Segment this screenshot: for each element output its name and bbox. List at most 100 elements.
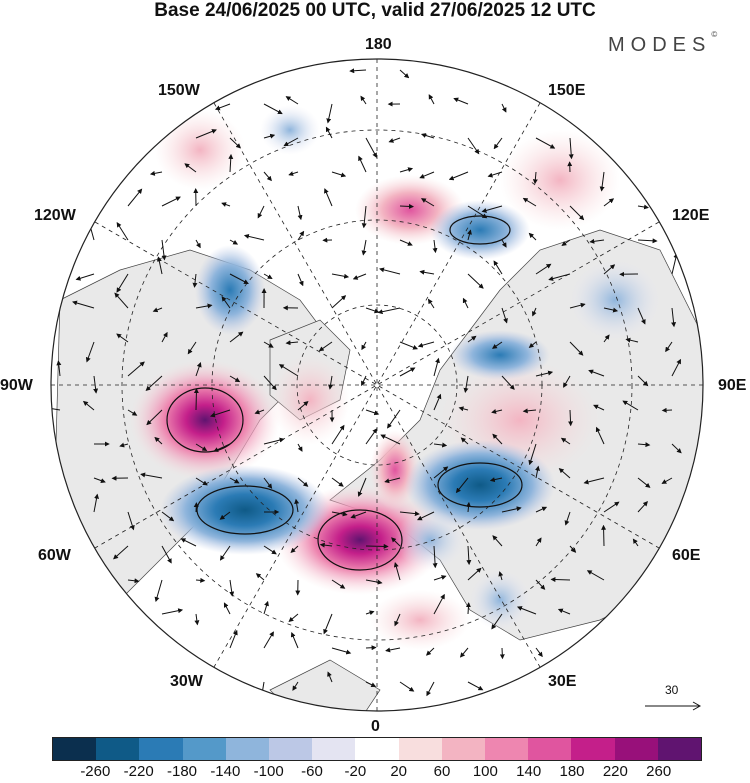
lon-label-30e: 30E — [548, 673, 577, 690]
wind-arrow — [419, 269, 435, 275]
wind-arrow — [433, 575, 447, 581]
wind-arrow — [263, 273, 273, 279]
wind-arrow — [263, 631, 274, 649]
wind-arrow — [433, 357, 440, 377]
wind-arrow — [399, 681, 415, 692]
wind-arrow — [417, 341, 435, 348]
wind-arrow — [180, 538, 197, 547]
reference-vector-label: 30 — [665, 683, 679, 697]
wind-arrow — [331, 424, 345, 445]
lon-label-150e: 150E — [548, 82, 586, 99]
wind-arrow — [331, 171, 347, 178]
wind-arrow — [420, 198, 435, 207]
wind-arrow — [432, 239, 438, 254]
wind-arrow — [493, 260, 503, 275]
wind-arrow — [385, 647, 401, 653]
wind-arrow — [459, 647, 469, 658]
colorbar-bin — [571, 738, 615, 760]
wind-arrow — [433, 466, 449, 479]
lon-label-120w: 120W — [34, 207, 76, 224]
wind-arrow — [193, 388, 199, 411]
wind-arrow — [501, 375, 515, 390]
colorbar-tick-label: -180 — [166, 763, 198, 780]
wind-arrow — [93, 375, 99, 394]
wind-arrow — [491, 341, 503, 349]
wind-arrow — [568, 409, 574, 427]
reference-arrow-icon — [645, 701, 702, 711]
wind-arrow — [399, 239, 413, 246]
wind-arrow — [140, 472, 163, 479]
colorbar-bin — [225, 738, 270, 760]
wind-arrow — [113, 545, 129, 560]
wind-arrow — [463, 375, 469, 393]
wind-arrow — [326, 103, 333, 124]
wind-arrow — [361, 375, 367, 387]
wind-arrow — [394, 613, 401, 627]
wind-arrow — [184, 163, 197, 173]
wind-arrow — [154, 436, 163, 445]
colorbar-bin — [355, 738, 399, 760]
wind-arrow — [393, 562, 401, 581]
wind-arrow — [325, 126, 333, 139]
wind-arrow — [195, 577, 206, 583]
wind-arrow — [331, 295, 347, 309]
wind-arrow — [278, 364, 299, 377]
wind-arrow — [466, 545, 472, 566]
anomaly-low — [430, 200, 530, 260]
wind-arrow — [569, 302, 586, 309]
wind-arrow — [328, 375, 334, 390]
wind-arrow — [535, 263, 552, 275]
lon-label-90w: 90W — [0, 377, 33, 394]
colorbar-tick-label: -60 — [301, 763, 323, 780]
wind-arrow — [331, 477, 344, 487]
wind-arrow — [319, 542, 333, 548]
wind-arrow — [492, 433, 503, 445]
wind-arrow — [263, 133, 276, 139]
wind-arrow — [93, 477, 106, 483]
wind-arrow — [290, 631, 299, 649]
wind-arrow — [192, 273, 198, 288]
wind-arrow — [149, 170, 163, 176]
wind-arrow — [195, 129, 217, 139]
wind-arrow — [603, 264, 616, 275]
colorbar-tick-label: 180 — [559, 763, 585, 780]
colorbar-bin — [441, 738, 486, 760]
wind-arrow — [433, 593, 445, 615]
wind-arrow — [365, 428, 378, 445]
wind-arrow — [601, 524, 607, 547]
wind-arrow — [154, 579, 163, 603]
wind-arrow — [603, 307, 619, 313]
wind-arrow — [365, 543, 389, 549]
wind-arrow — [331, 579, 346, 589]
wind-arrow — [625, 337, 639, 343]
wind-arrow — [116, 333, 129, 343]
wind-arrow — [467, 335, 477, 343]
anomaly-high — [370, 590, 470, 650]
wind-arrow — [467, 567, 482, 581]
wind-arrow — [156, 256, 163, 275]
wind-arrow — [492, 535, 503, 547]
colorbar-bin — [657, 738, 702, 760]
wind-arrow — [493, 137, 503, 150]
wind-arrow — [221, 202, 231, 207]
wind-arrow — [637, 442, 651, 448]
wind-arrow — [420, 133, 435, 139]
lon-label-150w: 150W — [158, 82, 200, 99]
wind-arrow — [560, 437, 571, 445]
colorbar-bin — [96, 738, 140, 760]
wind-arrow — [219, 545, 231, 561]
wind-arrow — [283, 137, 299, 147]
colorbar-tick-label: 260 — [646, 763, 672, 780]
map-title: Base 24/06/2025 00 UTC, valid 27/06/2025… — [154, 0, 596, 21]
wind-arrow — [501, 506, 522, 513]
wind-arrow — [209, 409, 231, 418]
anomaly-low — [160, 465, 330, 555]
wind-arrow — [603, 198, 615, 207]
wind-arrow — [263, 103, 283, 115]
colorbar-tick-label: 100 — [472, 763, 498, 780]
wind-arrow — [243, 233, 265, 241]
colorbar-tick-label: -260 — [80, 763, 111, 780]
wind-arrow — [93, 493, 100, 513]
wind-arrow — [229, 331, 244, 343]
wind-arrow — [146, 409, 163, 426]
